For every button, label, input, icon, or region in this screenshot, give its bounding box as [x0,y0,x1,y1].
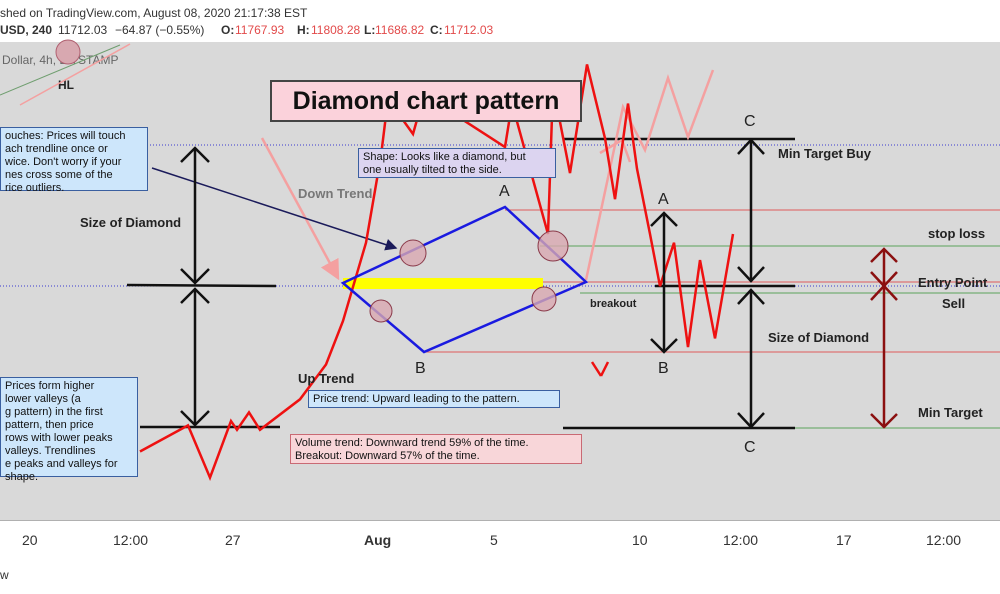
faded-arrow-left [599,138,623,155]
low-value: 11686.82 [375,23,425,37]
touch-circle-1 [399,239,427,267]
last-price: 11712.03 [58,23,108,37]
breakout-arrow-right [599,361,610,377]
hl-circle [55,39,81,65]
diamond-outline [340,205,589,354]
symbol-interval: USD, 240 [0,23,53,37]
sell-label: Sell [942,296,966,311]
x-tick-label: 12:00 [723,532,759,548]
touch-circle-3 [369,299,393,323]
open-value: 11767.93 [235,23,285,37]
x-tick-label: 12:00 [926,532,962,548]
valley-b-label: B [415,360,426,377]
risk-arrow-top [870,247,898,263]
risk-arrow-mid-down [870,284,898,301]
published-text: shed on TradingView.com, August 08, 2020… [0,6,308,20]
right-arrow-upper-top [737,138,765,155]
right-arrow-lower-bottom [737,412,765,429]
x-tick-label: 5 [490,532,498,548]
x-tick-label: Aug [364,532,392,548]
close-value: 11712.03 [444,23,494,37]
x-tick-label: 12:00 [113,532,149,548]
down-trend-arrow [260,137,340,281]
close-label: C: [430,23,443,37]
peak-a-label: A [499,183,510,200]
down-trend-label: Down Trend [298,186,373,201]
x-tick-label: 27 [225,532,241,548]
touch-circle-4 [531,286,557,312]
touch-circle-2 [537,230,569,262]
open-label: O: [221,23,235,37]
prices-note: Prices form higher lower valleys (a g pa… [0,377,138,483]
x-tick-label: 20 [22,532,38,548]
entry-point-label: Entry Point [918,275,988,290]
left-arrow-upper-top [180,146,210,163]
volume-note: Volume trend: Downward trend 59% of the … [290,434,582,464]
faded-price-up [584,69,715,281]
up-trend-label: Up Trend [298,371,355,386]
size-right-label: Size of Diamond [768,330,870,345]
price-change: −64.87 (−0.55%) [115,23,205,37]
right-arrow-lower-top [737,288,765,305]
price-trend-note: Price trend: Upward leading to the patte… [308,390,560,408]
touches-note: ouches: Prices will touch ach trendline … [0,127,148,194]
hl-channel-line [0,44,121,96]
hl-faded-line [19,43,131,106]
stop-loss-label: stop loss [928,226,986,241]
level-left-mid [126,283,277,288]
min-target-buy-label: Min Target Buy [778,146,871,161]
time-axis[interactable] [0,520,1000,561]
yellow-zone [343,278,543,289]
footer-text: w [0,568,9,582]
risk-arrow-bottom [870,413,898,429]
high-value: 11808.28 [311,23,361,37]
low-label: L: [364,23,376,37]
touch-pointer [151,167,398,251]
measure-arrow-top [650,211,678,227]
x-tick-label: 10 [632,532,648,548]
min-target-label: Min Target [918,405,983,420]
c-bottom-label: C [744,439,756,456]
breakout-label: breakout [590,298,637,310]
chart-title: Diamond chart pattern [270,80,582,122]
c-top-label: C [744,113,756,130]
shape-note: Shape: Looks like a diamond, but one usu… [358,148,556,178]
top-bar [0,0,1000,42]
high-label: H: [297,23,310,37]
price-line [139,64,735,481]
measure-b-label: B [658,360,669,377]
x-tick-label: 17 [836,532,852,548]
size-left-label: Size of Diamond [80,215,182,230]
footer-bar [0,560,1000,594]
measure-arrow-bottom [650,338,678,354]
breakout-arrow-left [590,361,603,377]
measure-a-label: A [658,191,669,208]
left-arrow-upper-bottom [180,268,210,285]
left-arrow-lower-bottom [180,410,210,427]
right-arrow-upper-bottom [737,266,765,283]
left-arrow-lower-top [180,287,210,304]
